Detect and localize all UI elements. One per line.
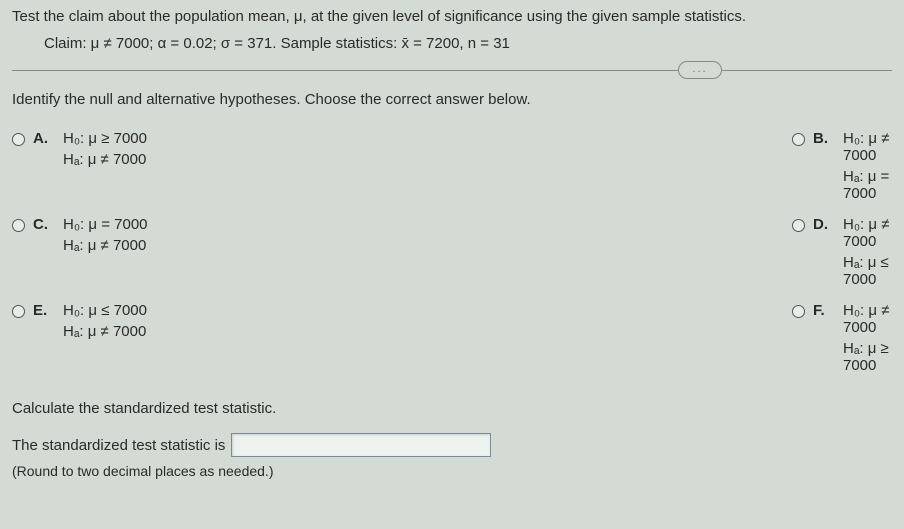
options-grid: A. H₀: μ ≥ 7000 Hₐ: μ ≠ 7000 B. H₀: μ ≠ … bbox=[12, 130, 892, 374]
option-ha: Hₐ: μ ≠ 7000 bbox=[63, 323, 147, 340]
answer-label: The standardized test statistic is bbox=[12, 437, 225, 454]
option-letter: D. bbox=[813, 216, 833, 288]
option-h0: H₀: μ ≤ 7000 bbox=[63, 302, 147, 319]
option-ha: Hₐ: μ = 7000 bbox=[843, 168, 892, 202]
option-ha: Hₐ: μ ≤ 7000 bbox=[843, 254, 892, 288]
option-a[interactable]: A. H₀: μ ≥ 7000 Hₐ: μ ≠ 7000 bbox=[12, 130, 432, 202]
option-h0: H₀: μ ≥ 7000 bbox=[63, 130, 147, 147]
option-letter: A. bbox=[33, 130, 53, 168]
option-ha: Hₐ: μ ≥ 7000 bbox=[843, 340, 892, 374]
radio-icon[interactable] bbox=[12, 219, 25, 232]
claim-line: Claim: μ ≠ 7000; α = 0.02; σ = 371. Samp… bbox=[12, 35, 892, 52]
option-ha: Hₐ: μ ≠ 7000 bbox=[63, 151, 147, 168]
radio-icon[interactable] bbox=[792, 305, 805, 318]
option-f[interactable]: F. H₀: μ ≠ 7000 Hₐ: μ ≥ 7000 bbox=[472, 302, 892, 374]
option-letter: F. bbox=[813, 302, 833, 374]
calc-prompt: Calculate the standardized test statisti… bbox=[12, 400, 892, 417]
test-statistic-input[interactable] bbox=[231, 433, 491, 457]
option-h0: H₀: μ ≠ 7000 bbox=[843, 302, 892, 336]
radio-icon[interactable] bbox=[792, 219, 805, 232]
radio-icon[interactable] bbox=[792, 133, 805, 146]
option-letter: E. bbox=[33, 302, 53, 340]
option-b[interactable]: B. H₀: μ ≠ 7000 Hₐ: μ = 7000 bbox=[472, 130, 892, 202]
option-d[interactable]: D. H₀: μ ≠ 7000 Hₐ: μ ≤ 7000 bbox=[472, 216, 892, 288]
answer-line: The standardized test statistic is bbox=[12, 433, 892, 457]
option-h0: H₀: μ = 7000 bbox=[63, 216, 148, 233]
ellipsis-button[interactable]: ... bbox=[678, 61, 722, 79]
radio-icon[interactable] bbox=[12, 133, 25, 146]
option-e[interactable]: E. H₀: μ ≤ 7000 Hₐ: μ ≠ 7000 bbox=[12, 302, 432, 374]
option-letter: C. bbox=[33, 216, 53, 254]
option-c[interactable]: C. H₀: μ = 7000 Hₐ: μ ≠ 7000 bbox=[12, 216, 432, 288]
problem-statement: Test the claim about the population mean… bbox=[12, 8, 892, 25]
section-divider bbox=[12, 70, 892, 71]
option-h0: H₀: μ ≠ 7000 bbox=[843, 216, 892, 250]
option-ha: Hₐ: μ ≠ 7000 bbox=[63, 237, 148, 254]
option-letter: B. bbox=[813, 130, 833, 202]
radio-icon[interactable] bbox=[12, 305, 25, 318]
question-text: Identify the null and alternative hypoth… bbox=[12, 91, 892, 108]
option-h0: H₀: μ ≠ 7000 bbox=[843, 130, 892, 164]
round-note: (Round to two decimal places as needed.) bbox=[12, 463, 892, 479]
